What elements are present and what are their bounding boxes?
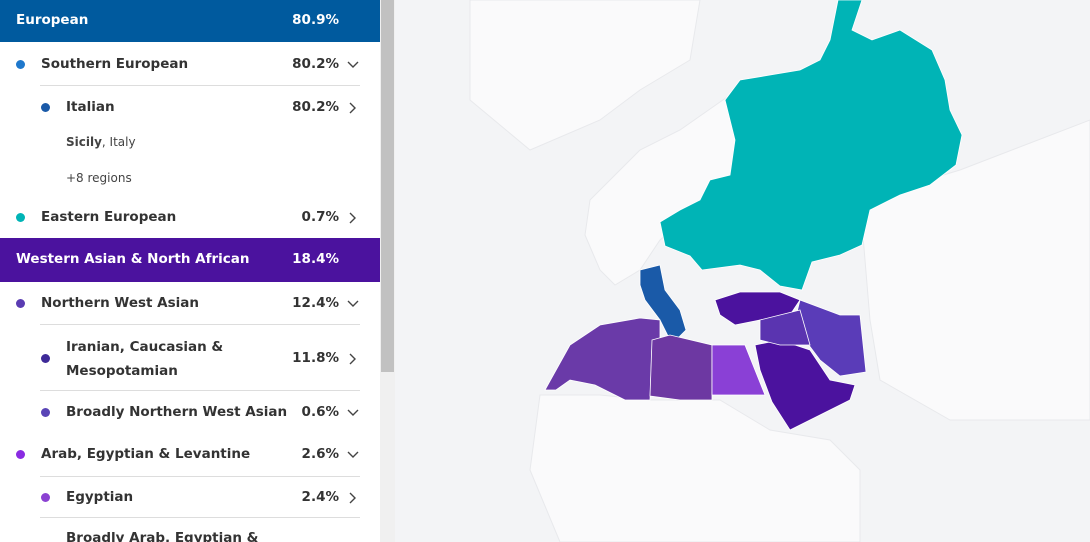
ancestry-panel: European 80.9% Southern European 80.2% I… [0,0,380,542]
label: Egyptian [66,489,134,505]
region-name: Sicily [66,135,102,149]
color-dot [16,60,25,69]
region-country: , Italy [101,135,136,149]
eastern-europe-region [659,0,963,291]
label: Eastern European [41,209,177,225]
more-regions[interactable]: +8 regions [66,171,132,185]
libya-region [649,334,713,401]
percent: 18.4% [292,251,339,267]
chevron-down [347,300,359,307]
egypt-region [711,344,766,396]
percent: 0.7% [301,209,339,225]
chevron-down [347,409,359,416]
chevron-right [349,102,356,114]
ancestry-map [395,0,1090,542]
label: Broadly Northern West Asian [66,404,288,420]
arabia-region [754,339,856,431]
percent: 80.9% [292,12,339,28]
chevron-right [349,492,356,504]
color-dot [16,299,25,308]
ancestry-row[interactable]: Iranian, Caucasian & Mesopotamian 11.8% [0,338,380,384]
label: Arab, Egyptian & Levantine [41,446,251,462]
color-dot [16,450,25,459]
percent: 2.4% [301,489,339,505]
region-header[interactable]: European 80.9% [0,0,380,42]
color-dot [41,354,50,363]
chevron-right [349,353,356,365]
label: Iranian, Caucasian & Mesopotamian [66,339,224,379]
percent: 80.2% [292,99,339,115]
separator [40,324,360,325]
levant-region [759,309,811,346]
separator [40,517,360,518]
label: Southern European [41,56,189,72]
percent: 2.6% [301,446,339,462]
region-note: Sicily, Italy [66,135,136,149]
percent: 12.4% [292,295,339,311]
color-dot [41,103,50,112]
percent: 80.2% [292,56,339,72]
label: Western Asian & North African [16,251,250,267]
land [469,0,1090,542]
label: Broadly Arab, Egyptian & [66,530,259,542]
separator [40,85,360,86]
region-header[interactable]: Western Asian & North African 18.4% [0,238,380,282]
scrollbar-thumb[interactable] [381,0,394,372]
chevron-down [347,61,359,68]
label: Northern West Asian [41,295,200,311]
chevron-right [349,212,356,224]
label: European [16,12,89,28]
ancestry-regions [544,0,963,431]
color-dot [41,408,50,417]
separator [40,390,360,391]
percent: 11.8% [292,350,339,366]
chevron-down [347,451,359,458]
separator [40,476,360,477]
color-dot [41,493,50,502]
color-dot [16,213,25,222]
label: Italian [66,99,115,115]
percent: 0.6% [301,404,339,420]
